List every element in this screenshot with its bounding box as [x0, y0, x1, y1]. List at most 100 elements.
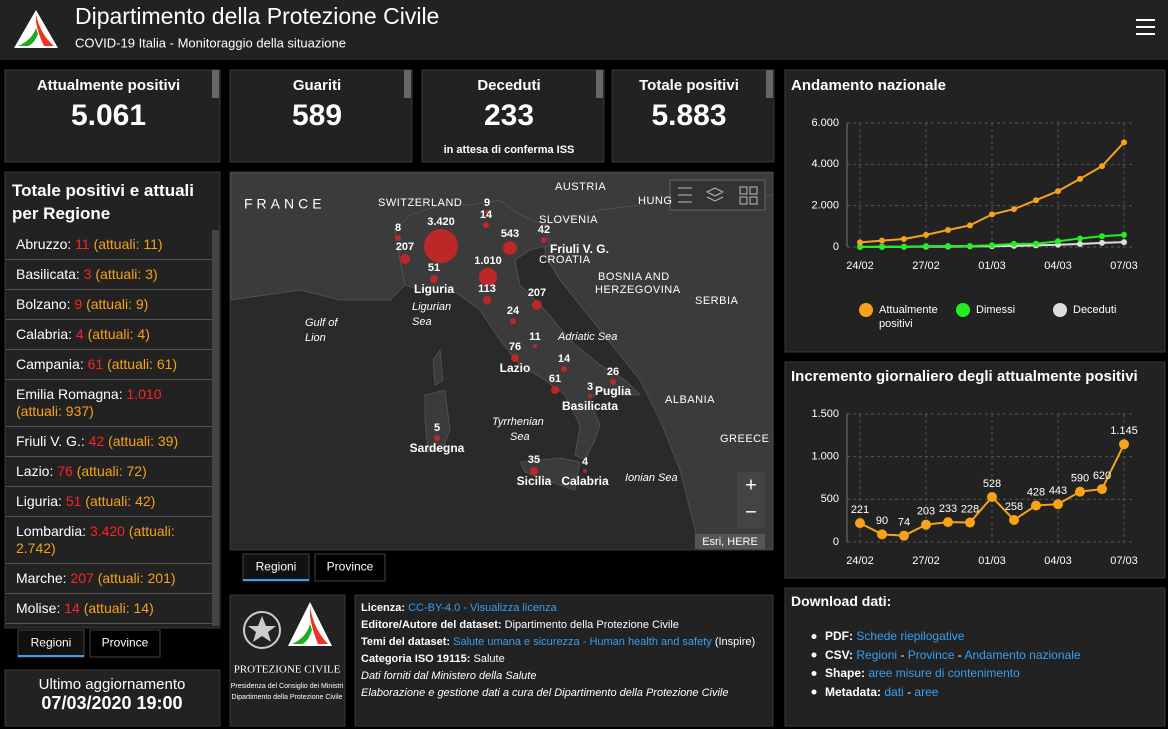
tab[interactable] — [242, 553, 310, 582]
map-place: GREECE — [720, 433, 769, 445]
region-current: (attuali: 4) — [87, 326, 150, 342]
point — [1097, 484, 1107, 495]
y-tick-label: 1.500 — [811, 408, 839, 420]
segment: - — [900, 647, 905, 662]
menu-button[interactable] — [1136, 19, 1155, 35]
map-marker — [530, 467, 538, 475]
marker-name: Basilicata — [562, 399, 618, 413]
point — [901, 236, 907, 243]
point — [1099, 163, 1105, 170]
tab[interactable] — [17, 629, 85, 658]
zoom-in[interactable]: + — [745, 474, 757, 496]
point — [855, 518, 865, 529]
region-row: Friuli V. G.: 42 (attuali: 39) — [6, 427, 212, 457]
segment: Salute — [473, 653, 505, 665]
zoom-control[interactable] — [737, 472, 765, 528]
kpi-box — [4, 69, 221, 163]
chart-title: Incremento giornaliero degli attualmente… — [791, 368, 1138, 385]
point — [1033, 197, 1039, 204]
segment[interactable]: Schede riepilogative — [856, 629, 965, 643]
x-tick-label: 07/03 — [1110, 260, 1138, 272]
segment: Dati forniti dal Ministero della Salute — [361, 670, 537, 682]
segment[interactable]: aree — [914, 684, 939, 699]
map-land — [230, 172, 774, 550]
map-place: HUNG — [638, 195, 672, 207]
legend-label: Dimessi — [976, 304, 1016, 316]
region-name: Marche: — [16, 570, 67, 586]
kpi-value: 5.061 — [71, 99, 146, 132]
logo-line: Presidenza del Consiglio dei Ministri — [231, 683, 344, 690]
map-place: FRANCE — [244, 196, 326, 212]
region-total: 4 — [75, 326, 84, 342]
segment[interactable]: - — [463, 602, 467, 614]
segment[interactable]: Visualizza licenza — [470, 602, 557, 614]
x-tick-label: 24/02 — [846, 555, 874, 567]
region-current: (attuali: 9) — [86, 296, 149, 312]
tab[interactable] — [89, 629, 161, 658]
map-marker — [434, 435, 440, 441]
region-total: 76 — [57, 463, 73, 479]
map-place: BOSNIA AND — [598, 271, 670, 283]
segment[interactable]: Province — [907, 647, 955, 662]
segment[interactable]: aree misure di contenimento — [868, 666, 1020, 680]
segment[interactable]: Salute umana e sicurezza - Human health … — [453, 636, 712, 648]
y-tick-label: 4.000 — [811, 158, 839, 170]
logo-name: PROTEZIONE CIVILE — [234, 664, 341, 676]
region-current: (attuali: 201) — [97, 570, 176, 586]
x-tick-label: 24/02 — [846, 260, 874, 272]
point — [879, 243, 885, 250]
value-label: 620 — [1093, 470, 1111, 482]
map-place: SERBIA — [695, 295, 739, 307]
tab-underline — [18, 655, 84, 657]
tab[interactable] — [314, 553, 386, 582]
header-subtitle: COVID-19 Italia - Monitoraggio della sit… — [75, 35, 346, 50]
point — [879, 237, 885, 244]
region-total: 9 — [74, 296, 83, 312]
region-current: (attuali: 2.742) — [16, 523, 175, 556]
segment[interactable]: CC-BY-4.0 — [408, 602, 461, 614]
region-row: Emilia Romagna: 1.010 (attuali: 937) — [6, 380, 212, 427]
region-current: (attuali: 3) — [95, 266, 158, 282]
marker-value: 3.420 — [427, 216, 455, 228]
map-marker — [483, 296, 491, 304]
chart-title: Andamento nazionale — [791, 77, 946, 94]
map-marker — [533, 344, 537, 348]
scrollbar[interactable] — [212, 230, 219, 626]
value-label: 590 — [1071, 473, 1089, 485]
map-marker — [532, 300, 542, 310]
update-value: 07/03/2020 19:00 — [41, 693, 182, 713]
logo-line: Dipartimento della Protezione Civile — [232, 694, 343, 701]
region-total: 14 — [64, 600, 80, 616]
x-tick-label: 01/03 — [978, 555, 1006, 567]
segment[interactable]: Regioni — [856, 647, 898, 662]
map-marker — [483, 222, 489, 228]
region-total: 42 — [88, 433, 105, 449]
legend-label: Attualmente positivi — [879, 304, 938, 330]
marker-value: 42 — [538, 224, 550, 236]
x-tick-label: 07/03 — [1110, 555, 1138, 567]
point — [857, 239, 863, 246]
kpi-value: 233 — [484, 99, 534, 132]
segment[interactable]: dati — [884, 684, 904, 699]
region-name: Lombardia: — [16, 523, 87, 539]
marker-value: 207 — [528, 287, 546, 299]
map-marker — [561, 366, 567, 372]
zoom-out[interactable]: − — [745, 501, 757, 523]
license-line: Elaborazione e gestione dati a cura del … — [361, 685, 729, 702]
marker-value: 26 — [607, 366, 619, 378]
segment[interactable]: Andamento nazionale — [964, 647, 1081, 662]
region-current: (attuali: 72) — [76, 463, 147, 479]
map-sea: Tyrrhenian — [492, 416, 544, 428]
segment: CSV: — [825, 647, 854, 662]
map-sea: Ligurian — [412, 301, 451, 313]
map-toolbar[interactable] — [669, 179, 766, 211]
point — [1121, 231, 1127, 238]
segment: Metadata: — [825, 684, 882, 699]
point — [965, 517, 975, 528]
legend-swatch — [859, 303, 873, 317]
value-label: 428 — [1027, 486, 1045, 498]
point — [1011, 206, 1017, 213]
header-logo — [14, 10, 58, 48]
map-sea: Lion — [305, 332, 326, 344]
value-label: 233 — [939, 503, 957, 515]
